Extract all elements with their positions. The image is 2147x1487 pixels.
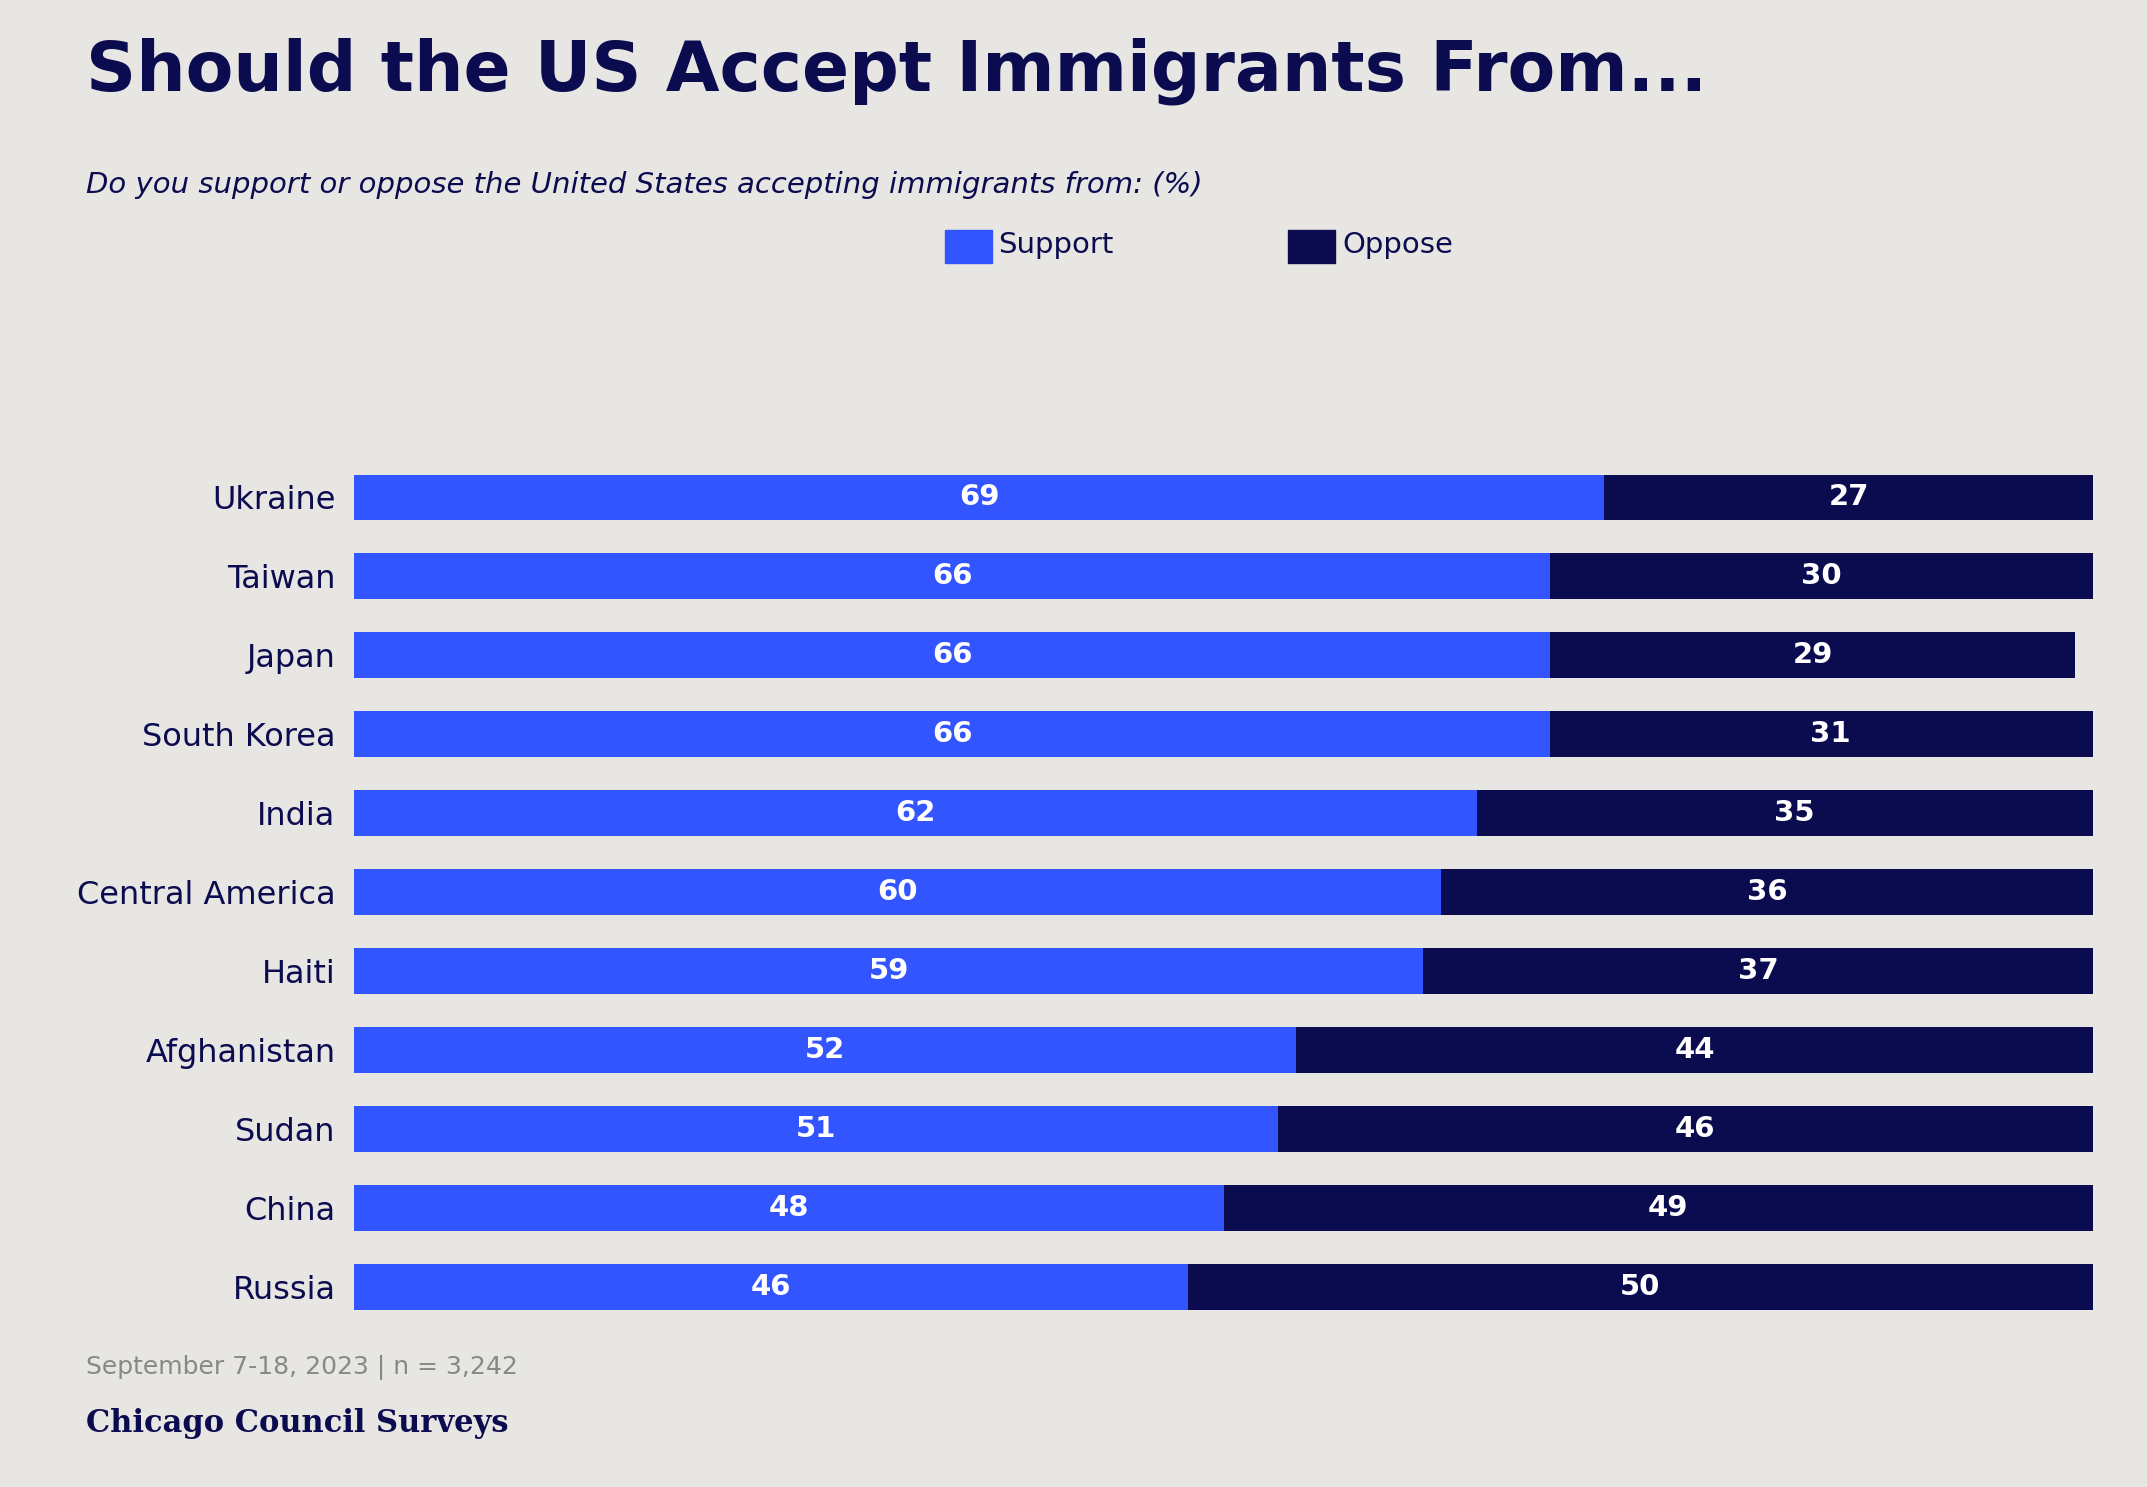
Bar	[354, 1106, 1277, 1152]
Text: 31: 31	[1810, 720, 1851, 748]
Bar	[354, 1028, 1297, 1074]
Text: 66: 66	[932, 720, 973, 748]
Text: 29: 29	[1793, 641, 1834, 669]
Bar	[1277, 1106, 2111, 1152]
Text: 27: 27	[1829, 483, 1870, 512]
Text: 48: 48	[769, 1194, 809, 1222]
Bar	[354, 474, 1604, 520]
Text: 62: 62	[895, 799, 936, 827]
Bar	[354, 791, 1477, 836]
Text: Chicago Council Surveys: Chicago Council Surveys	[86, 1408, 509, 1439]
Text: 36: 36	[1748, 879, 1788, 906]
Bar	[1550, 553, 2093, 599]
Bar	[1477, 791, 2111, 836]
Text: 52: 52	[805, 1036, 846, 1065]
Text: Oppose: Oppose	[1342, 232, 1454, 259]
Text: Support: Support	[998, 232, 1114, 259]
Bar	[354, 711, 1550, 757]
Bar	[1550, 711, 2111, 757]
Bar	[354, 1264, 1187, 1310]
Text: 49: 49	[1647, 1194, 1688, 1222]
Text: 60: 60	[878, 879, 919, 906]
Text: 30: 30	[1801, 562, 1842, 590]
Text: 59: 59	[870, 958, 908, 986]
Bar	[1550, 632, 2076, 678]
Text: Do you support or oppose the United States accepting immigrants from: (%): Do you support or oppose the United Stat…	[86, 171, 1202, 199]
Text: 51: 51	[797, 1115, 837, 1144]
Text: 46: 46	[1675, 1115, 1715, 1144]
Bar	[1423, 949, 2093, 993]
Text: September 7-18, 2023 | n = 3,242: September 7-18, 2023 | n = 3,242	[86, 1355, 517, 1380]
Text: 35: 35	[1773, 799, 1814, 827]
Text: 66: 66	[932, 562, 973, 590]
Text: 44: 44	[1675, 1036, 1715, 1065]
Bar	[354, 949, 1423, 993]
Bar	[354, 553, 1550, 599]
Bar	[1297, 1028, 2093, 1074]
Bar	[354, 632, 1550, 678]
Bar	[1604, 474, 2093, 520]
Bar	[354, 870, 1441, 915]
Text: 46: 46	[751, 1273, 790, 1301]
Text: 69: 69	[960, 483, 1001, 512]
Bar	[354, 1185, 1224, 1231]
Text: Should the US Accept Immigrants From...: Should the US Accept Immigrants From...	[86, 37, 1707, 104]
Bar	[1187, 1264, 2093, 1310]
Text: 37: 37	[1737, 958, 1778, 986]
Bar	[1224, 1185, 2111, 1231]
Text: 50: 50	[1621, 1273, 1660, 1301]
Text: 66: 66	[932, 641, 973, 669]
Bar	[1441, 870, 2093, 915]
